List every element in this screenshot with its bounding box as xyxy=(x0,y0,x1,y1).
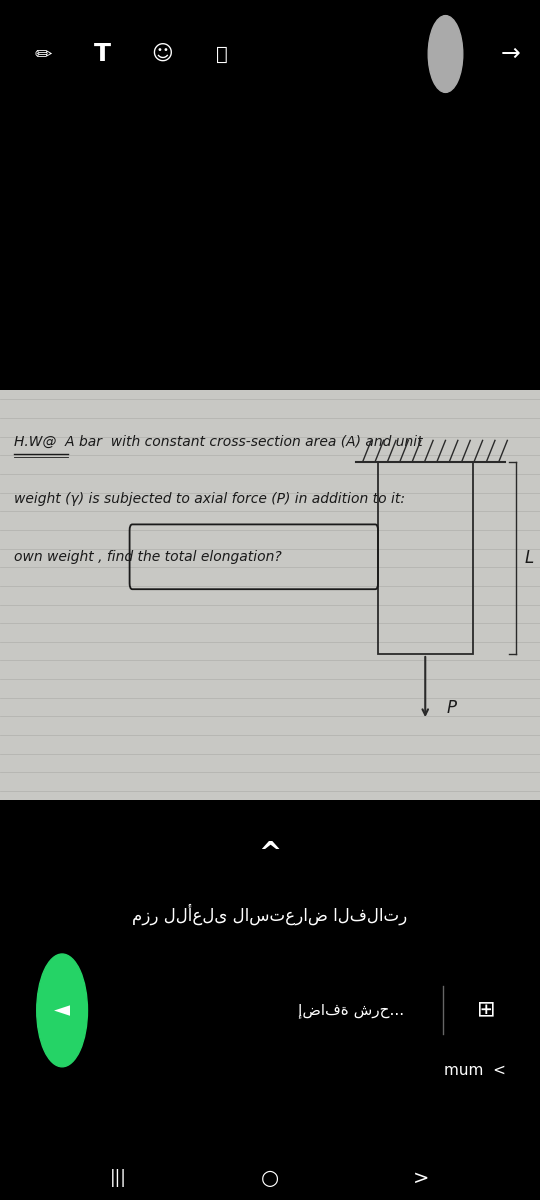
Text: H.W@  A bar  with constant cross-section area (A) and unit: H.W@ A bar with constant cross-section a… xyxy=(14,434,422,449)
Text: ◄: ◄ xyxy=(54,1001,70,1020)
Text: مزر للأعلى لاستعراض الفلاتر: مزر للأعلى لاستعراض الفلاتر xyxy=(132,904,408,925)
Text: >: > xyxy=(413,1169,429,1188)
Circle shape xyxy=(37,954,87,1067)
Text: →: → xyxy=(501,42,520,66)
Text: weight (γ) is subjected to axial force (P) in addition to it:: weight (γ) is subjected to axial force (… xyxy=(14,492,404,506)
Text: own weight , find the total elongation?: own weight , find the total elongation? xyxy=(14,550,281,564)
Text: L: L xyxy=(524,550,534,566)
Text: إضافة شرح...: إضافة شرح... xyxy=(298,1003,404,1018)
Text: ⤢: ⤢ xyxy=(215,44,227,64)
Text: mum  <: mum < xyxy=(444,1063,506,1078)
Text: ⊞: ⊞ xyxy=(477,1001,495,1020)
Text: ○: ○ xyxy=(261,1169,279,1188)
Bar xyxy=(378,462,472,654)
Text: ✏: ✏ xyxy=(35,44,52,64)
Circle shape xyxy=(428,16,463,92)
Bar xyxy=(0,390,540,800)
Text: ^: ^ xyxy=(258,840,282,869)
Text: ☺: ☺ xyxy=(151,44,173,64)
Text: P: P xyxy=(447,698,457,716)
Text: |||: ||| xyxy=(110,1169,127,1188)
Text: T: T xyxy=(94,42,111,66)
